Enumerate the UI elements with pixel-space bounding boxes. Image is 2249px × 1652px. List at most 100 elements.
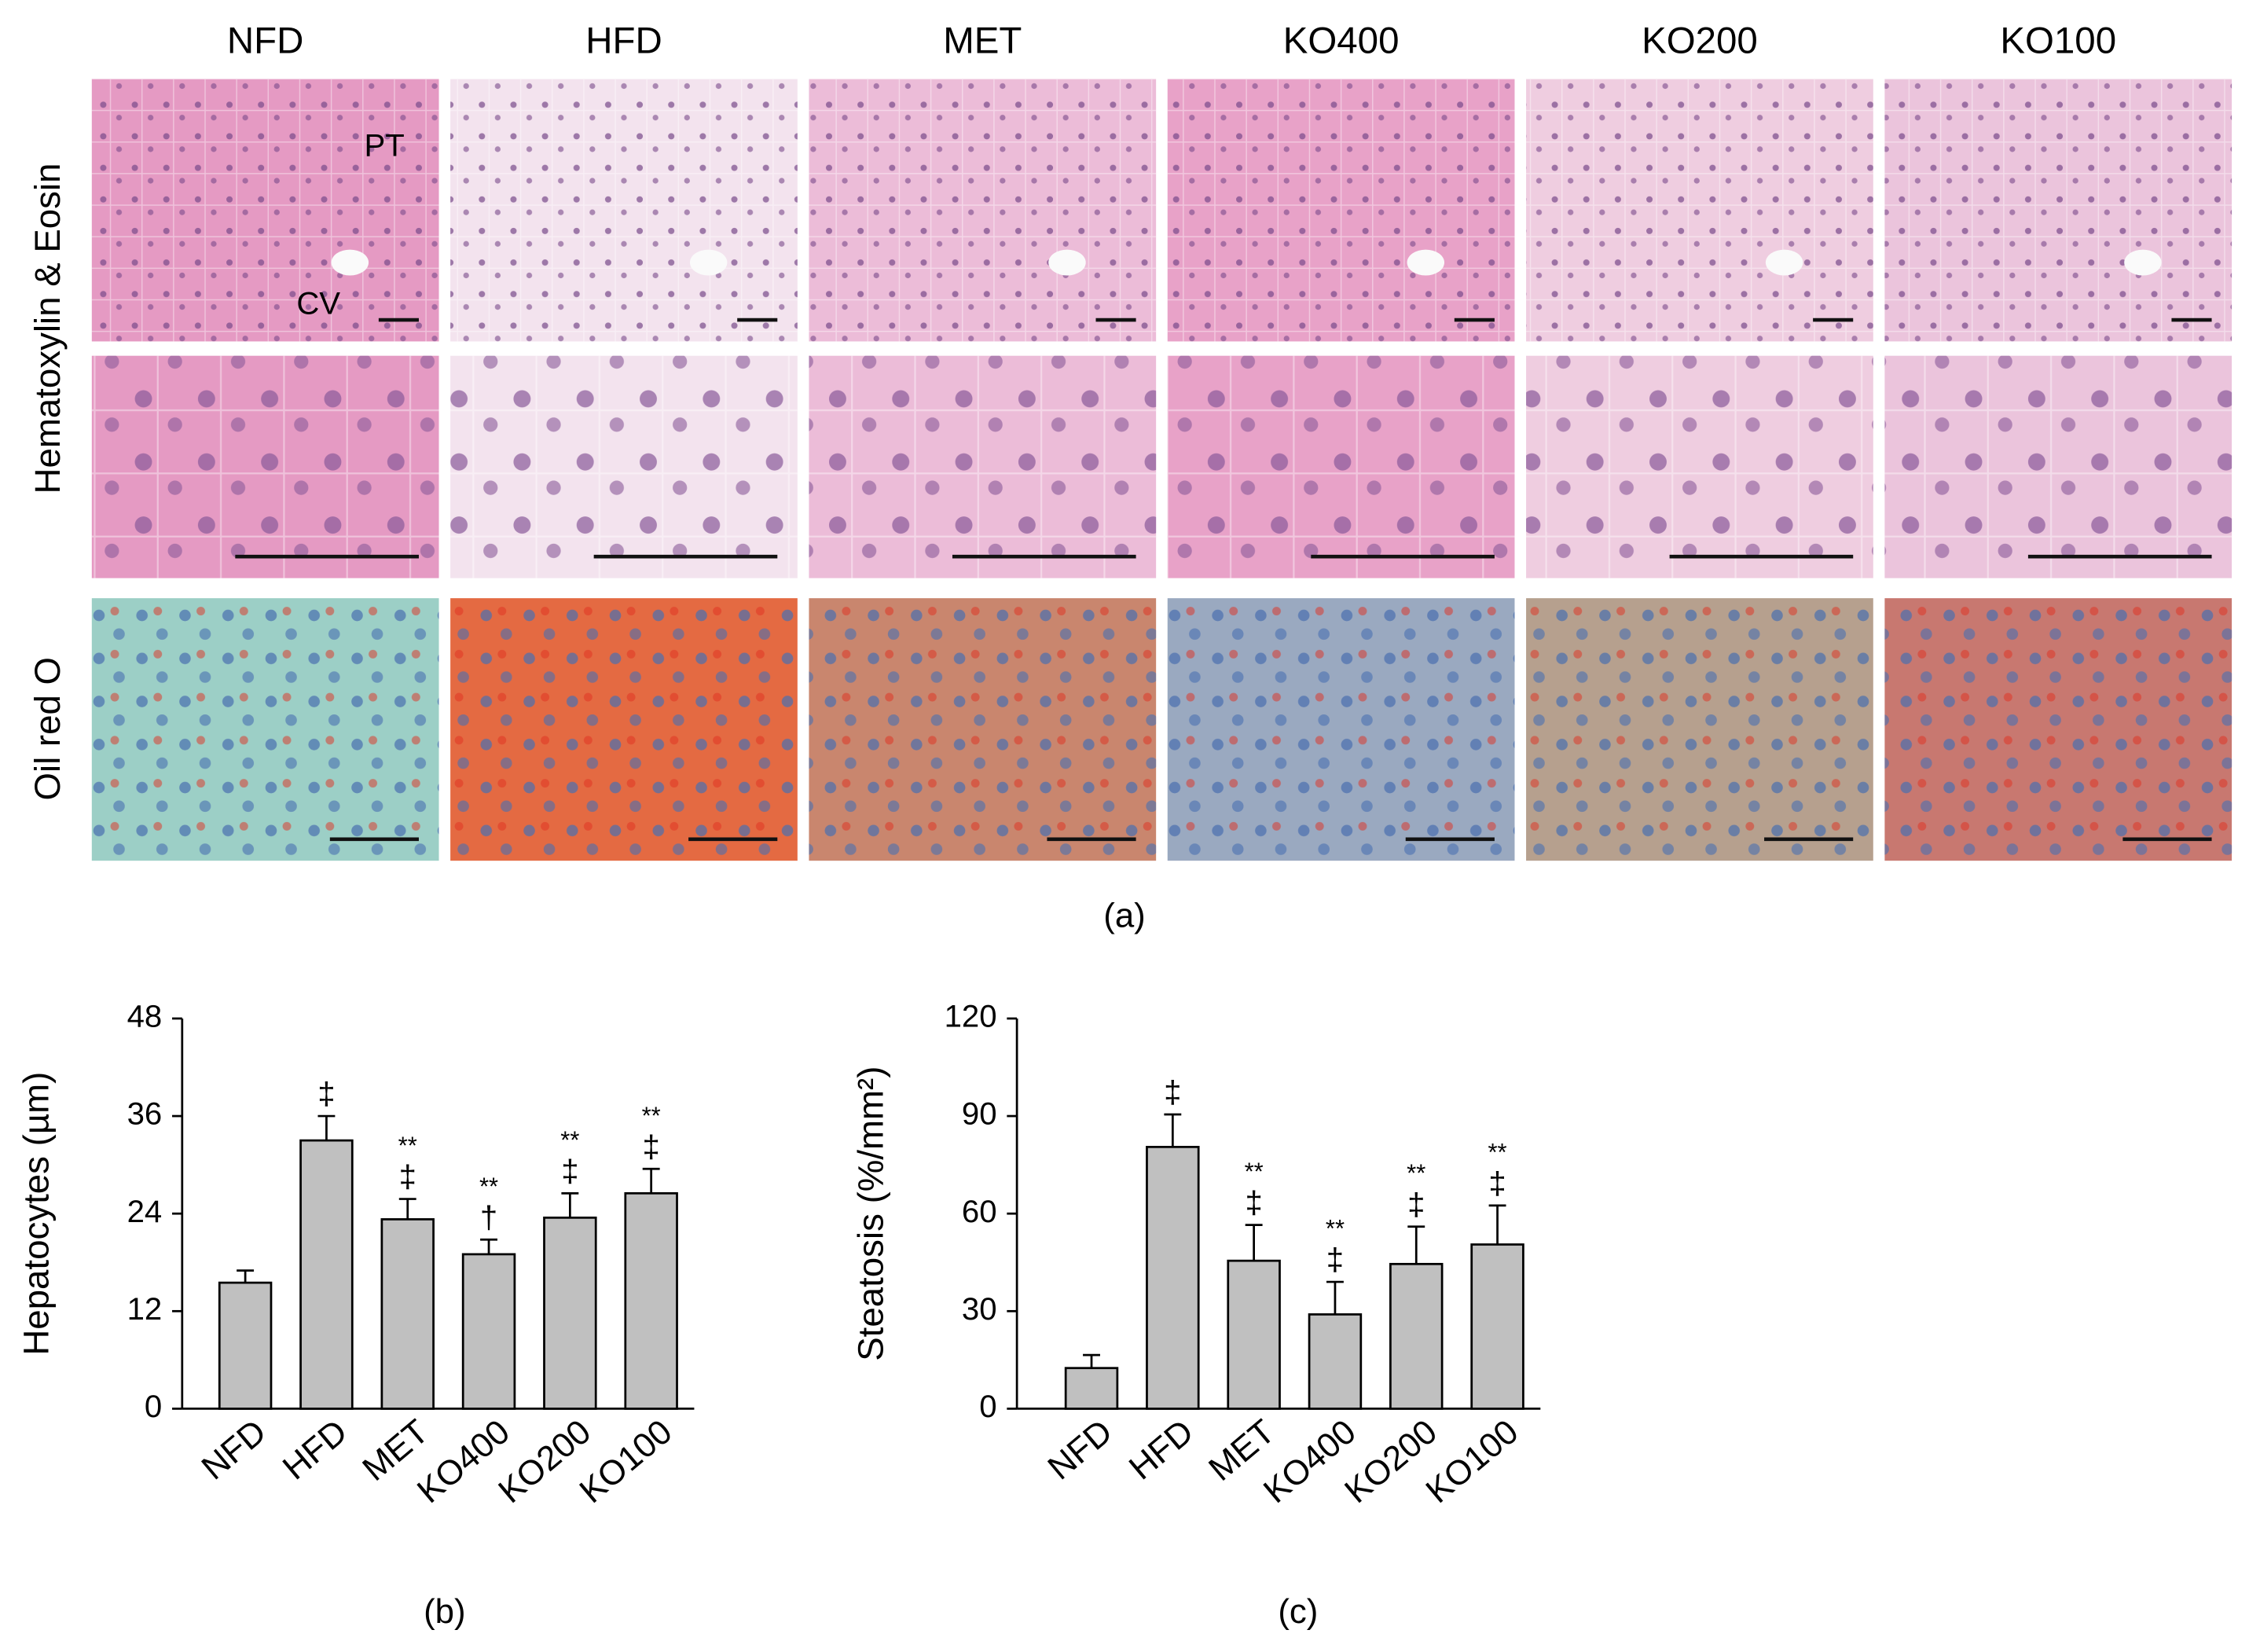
y-tick-label: 0 bbox=[145, 1389, 162, 1424]
vessel bbox=[1765, 249, 1803, 276]
column-header: HFD bbox=[585, 20, 662, 61]
micrograph-texture bbox=[809, 598, 1157, 861]
significance: ** bbox=[560, 1126, 579, 1154]
significance: ‡ bbox=[561, 1153, 578, 1188]
bar bbox=[1064, 1367, 1119, 1410]
micrograph-texture bbox=[450, 79, 798, 342]
y-tick-label: 24 bbox=[127, 1194, 163, 1229]
column-header: KO400 bbox=[1283, 20, 1400, 61]
micrograph-texture bbox=[91, 79, 439, 342]
vessel bbox=[2124, 249, 2162, 276]
annotation: CV bbox=[296, 285, 340, 321]
y-axis-label: Hepatocytes (µm) bbox=[16, 1072, 56, 1356]
micrograph-texture bbox=[1884, 79, 2232, 342]
significance: ** bbox=[479, 1173, 498, 1200]
bar bbox=[299, 1139, 354, 1410]
vessel bbox=[1048, 249, 1086, 276]
error-bar bbox=[1245, 1224, 1263, 1261]
x-tick-label: HFD bbox=[1122, 1412, 1201, 1487]
x-tick-label: KO100 bbox=[572, 1412, 679, 1511]
significance: † bbox=[480, 1199, 497, 1235]
error-bar bbox=[317, 1114, 336, 1141]
significance: ‡ bbox=[643, 1129, 660, 1164]
error-bar bbox=[642, 1167, 660, 1194]
significance: ** bbox=[1488, 1138, 1506, 1166]
y-tick-label: 90 bbox=[962, 1096, 997, 1132]
micrograph-texture bbox=[1884, 355, 2232, 578]
x-tick-label: KO100 bbox=[1418, 1412, 1525, 1511]
y-tick-label: 48 bbox=[127, 999, 163, 1034]
bar bbox=[543, 1216, 597, 1410]
significance: ‡ bbox=[1245, 1185, 1262, 1221]
micrograph-texture bbox=[1884, 598, 2232, 861]
y-axis-label: Steatosis (%/mm²) bbox=[851, 1066, 891, 1361]
micrograph-texture bbox=[809, 79, 1157, 342]
bar bbox=[1227, 1259, 1281, 1410]
x-tick-label: KO400 bbox=[410, 1412, 517, 1511]
column-header: NFD bbox=[227, 20, 304, 61]
y-tick-label: 36 bbox=[127, 1096, 163, 1132]
vessel bbox=[331, 249, 369, 276]
vessel bbox=[689, 249, 728, 276]
error-bar bbox=[1488, 1204, 1506, 1245]
annotation: PT bbox=[365, 128, 405, 163]
y-tick-label: 30 bbox=[962, 1291, 997, 1327]
y-tick-label: 0 bbox=[979, 1389, 996, 1424]
significance: ‡ bbox=[399, 1159, 416, 1195]
significance: ** bbox=[1326, 1215, 1345, 1243]
significance: ** bbox=[398, 1132, 417, 1159]
error-bar bbox=[1407, 1225, 1425, 1265]
micrograph-texture bbox=[91, 598, 439, 861]
significance: ‡ bbox=[1326, 1242, 1344, 1277]
significance: ‡ bbox=[1488, 1166, 1506, 1201]
x-tick-label: KO200 bbox=[491, 1412, 598, 1511]
x-tick-label: KO400 bbox=[1257, 1412, 1363, 1511]
bar bbox=[461, 1253, 516, 1410]
error-bar bbox=[1326, 1280, 1344, 1315]
column-header: MET bbox=[943, 20, 1022, 61]
row-label: Hematoxylin & Eosin bbox=[28, 163, 68, 494]
error-bar bbox=[1164, 1113, 1182, 1147]
micrograph-texture bbox=[809, 355, 1157, 578]
significance: ‡ bbox=[317, 1076, 335, 1111]
bar bbox=[1308, 1313, 1363, 1410]
significance: ** bbox=[642, 1102, 661, 1129]
micrograph-texture bbox=[1526, 355, 1873, 578]
x-tick-label: NFD bbox=[1040, 1412, 1119, 1487]
error-bar bbox=[398, 1198, 416, 1220]
significance: ** bbox=[1407, 1159, 1425, 1187]
y-tick-label: 12 bbox=[127, 1291, 163, 1327]
bar bbox=[1146, 1146, 1200, 1410]
error-bar bbox=[1083, 1353, 1100, 1368]
row-label: Oil red O bbox=[28, 657, 68, 801]
vessel bbox=[1407, 249, 1445, 276]
error-bar bbox=[480, 1238, 497, 1254]
panel-label: (b) bbox=[424, 1592, 466, 1631]
bar bbox=[218, 1281, 273, 1410]
micrograph-texture bbox=[91, 355, 439, 578]
bar bbox=[1470, 1243, 1524, 1410]
micrograph-texture bbox=[450, 598, 798, 861]
micrograph-texture bbox=[1167, 355, 1515, 578]
bar bbox=[624, 1191, 678, 1410]
error-bar bbox=[561, 1191, 579, 1218]
bar bbox=[380, 1218, 435, 1410]
x-tick-label: HFD bbox=[276, 1412, 354, 1487]
y-tick-label: 120 bbox=[945, 999, 997, 1034]
micrograph-texture bbox=[1167, 79, 1515, 342]
micrograph-texture bbox=[1167, 598, 1515, 861]
x-tick-label: NFD bbox=[194, 1412, 273, 1487]
significance: ** bbox=[1245, 1158, 1264, 1185]
y-tick-label: 60 bbox=[962, 1194, 997, 1229]
x-tick-label: KO200 bbox=[1337, 1412, 1444, 1511]
column-header: KO100 bbox=[2000, 20, 2116, 61]
panel-label: (a) bbox=[1103, 897, 1146, 935]
column-header: KO200 bbox=[1642, 20, 1758, 61]
significance: ‡ bbox=[1164, 1074, 1181, 1110]
micrograph-texture bbox=[1526, 79, 1873, 342]
significance: ‡ bbox=[1407, 1187, 1425, 1222]
micrograph-texture bbox=[450, 355, 798, 578]
panel-label: (c) bbox=[1278, 1592, 1318, 1631]
micrograph-texture bbox=[1526, 598, 1873, 861]
